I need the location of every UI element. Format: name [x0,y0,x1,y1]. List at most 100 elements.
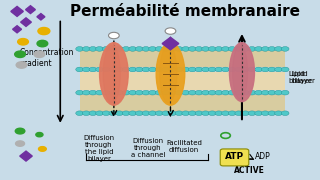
Polygon shape [11,6,23,16]
Ellipse shape [229,43,254,102]
Circle shape [102,90,110,95]
Circle shape [261,111,269,116]
Text: Concentration
gradient: Concentration gradient [20,48,75,68]
Circle shape [255,90,262,95]
Circle shape [38,147,46,151]
Circle shape [155,111,163,116]
Circle shape [242,47,249,51]
Circle shape [76,67,84,72]
Circle shape [129,111,137,116]
Ellipse shape [233,45,248,99]
Circle shape [162,47,170,51]
Circle shape [82,47,90,51]
Circle shape [195,47,203,51]
Circle shape [255,47,262,51]
Text: Perméabilité membranaire: Perméabilité membranaire [70,4,300,19]
Circle shape [76,90,84,95]
Circle shape [149,90,156,95]
Circle shape [89,47,97,51]
Circle shape [242,111,249,116]
Circle shape [149,111,156,116]
Circle shape [122,47,130,51]
Polygon shape [20,151,32,161]
Polygon shape [12,26,21,33]
Circle shape [96,111,103,116]
Circle shape [195,90,203,95]
Circle shape [15,128,25,134]
Circle shape [165,28,176,34]
Ellipse shape [100,43,128,105]
Circle shape [248,67,256,72]
Text: Diffusion
through
the lipid
bilayer: Diffusion through the lipid bilayer [84,134,115,161]
Circle shape [208,47,216,51]
Circle shape [135,111,143,116]
Circle shape [222,111,229,116]
Circle shape [149,67,156,72]
Circle shape [135,47,143,51]
Ellipse shape [156,43,185,105]
Circle shape [109,90,117,95]
Circle shape [182,47,189,51]
Circle shape [109,47,117,51]
Polygon shape [21,18,31,26]
Circle shape [195,67,203,72]
Circle shape [228,47,236,51]
Circle shape [169,111,176,116]
Circle shape [102,47,110,51]
Circle shape [281,111,289,116]
Circle shape [248,111,256,116]
Circle shape [36,132,43,137]
Circle shape [208,90,216,95]
Circle shape [116,90,123,95]
Circle shape [18,39,28,45]
Circle shape [142,90,150,95]
Circle shape [155,47,163,51]
Circle shape [188,47,196,51]
Circle shape [235,90,243,95]
Circle shape [268,90,276,95]
Ellipse shape [160,45,177,103]
Text: ACTIVE: ACTIVE [234,166,265,175]
Bar [80,72,285,90]
Circle shape [122,90,130,95]
Circle shape [175,111,183,116]
Circle shape [268,111,276,116]
Circle shape [116,47,123,51]
Circle shape [142,67,150,72]
Circle shape [142,47,150,51]
Circle shape [215,67,223,72]
Circle shape [281,90,289,95]
Ellipse shape [103,45,120,103]
Circle shape [275,47,282,51]
Circle shape [162,111,170,116]
Circle shape [222,67,229,72]
Circle shape [155,67,163,72]
Circle shape [129,90,137,95]
Circle shape [255,67,262,72]
Circle shape [16,141,25,146]
Circle shape [268,47,276,51]
Circle shape [255,111,262,116]
Circle shape [188,111,196,116]
Circle shape [175,90,183,95]
Circle shape [228,111,236,116]
Circle shape [15,51,25,57]
Circle shape [102,67,110,72]
Circle shape [242,67,249,72]
Circle shape [242,90,249,95]
Circle shape [222,47,229,51]
Circle shape [116,111,123,116]
Circle shape [188,90,196,95]
Text: Facilitated
diffusion: Facilitated diffusion [166,140,202,153]
Circle shape [261,90,269,95]
Circle shape [281,67,289,72]
Circle shape [169,90,176,95]
Circle shape [182,67,189,72]
Circle shape [122,67,130,72]
Circle shape [228,90,236,95]
Circle shape [89,90,97,95]
Circle shape [188,67,196,72]
Circle shape [155,90,163,95]
Text: ADP: ADP [255,152,271,161]
Circle shape [281,47,289,51]
